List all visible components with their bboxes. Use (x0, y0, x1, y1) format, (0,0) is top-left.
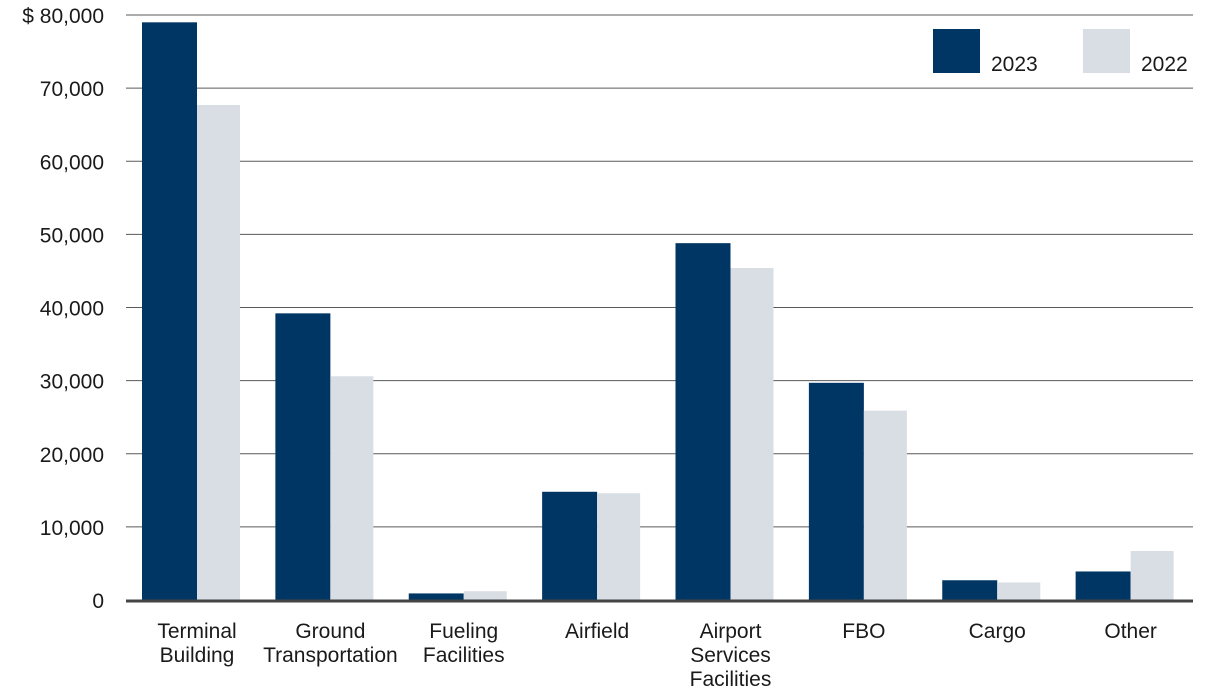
y-tick-label: 20,000 (40, 444, 104, 467)
bar-2022-0 (197, 104, 240, 600)
x-category-label: Airport Services Facilities (690, 620, 772, 691)
bar-2023-4 (675, 243, 731, 600)
legend-label: 2022 (1141, 53, 1188, 76)
x-category-label: Fueling Facilities (423, 620, 505, 667)
bar-2023-3 (542, 491, 598, 600)
bar-2023-5 (808, 382, 864, 600)
x-category-label: Cargo (969, 620, 1026, 643)
y-tick-label: 0 (92, 590, 104, 613)
x-category-label: Other (1104, 620, 1157, 643)
bar-2023-7 (1075, 571, 1131, 600)
x-category-label: FBO (842, 620, 885, 643)
y-tick-label: 50,000 (40, 224, 104, 247)
bar-2022-6 (997, 582, 1041, 600)
y-tick-label: $ 80,000 (22, 5, 104, 28)
legend-swatch-2023 (933, 29, 980, 73)
y-tick-label: 10,000 (40, 517, 104, 540)
bar-2022-4 (730, 268, 774, 600)
bar-2022-2 (463, 591, 507, 600)
bar-2022-5 (863, 410, 907, 600)
y-tick-label: 40,000 (40, 298, 104, 321)
bars (142, 22, 1174, 600)
y-tick-label: 60,000 (40, 151, 104, 174)
bar-2022-7 (1130, 551, 1174, 600)
bar-2023-2 (408, 593, 464, 600)
legend-swatch-2022 (1083, 29, 1130, 73)
bar-2022-3 (597, 493, 641, 600)
y-tick-label: 70,000 (40, 78, 104, 101)
bar-2023-0 (142, 22, 197, 600)
legend: 2023 2022 (933, 29, 1188, 76)
x-category-label: Terminal Building (157, 620, 236, 667)
bar-2023-6 (942, 580, 998, 600)
y-axis-ticks: 0 10,000 20,000 30,000 40,000 50,000 60,000 70,… (22, 5, 104, 613)
x-axis-categories: Terminal Building Ground Transportation Fuel… (157, 620, 1157, 691)
y-tick-label: 30,000 (40, 371, 104, 394)
x-category-label: Airfield (565, 620, 629, 643)
bar-2023-1 (275, 313, 331, 600)
bar-2022-1 (330, 376, 374, 600)
legend-label: 2023 (991, 53, 1038, 76)
x-category-label: Ground Transportation (263, 620, 398, 667)
